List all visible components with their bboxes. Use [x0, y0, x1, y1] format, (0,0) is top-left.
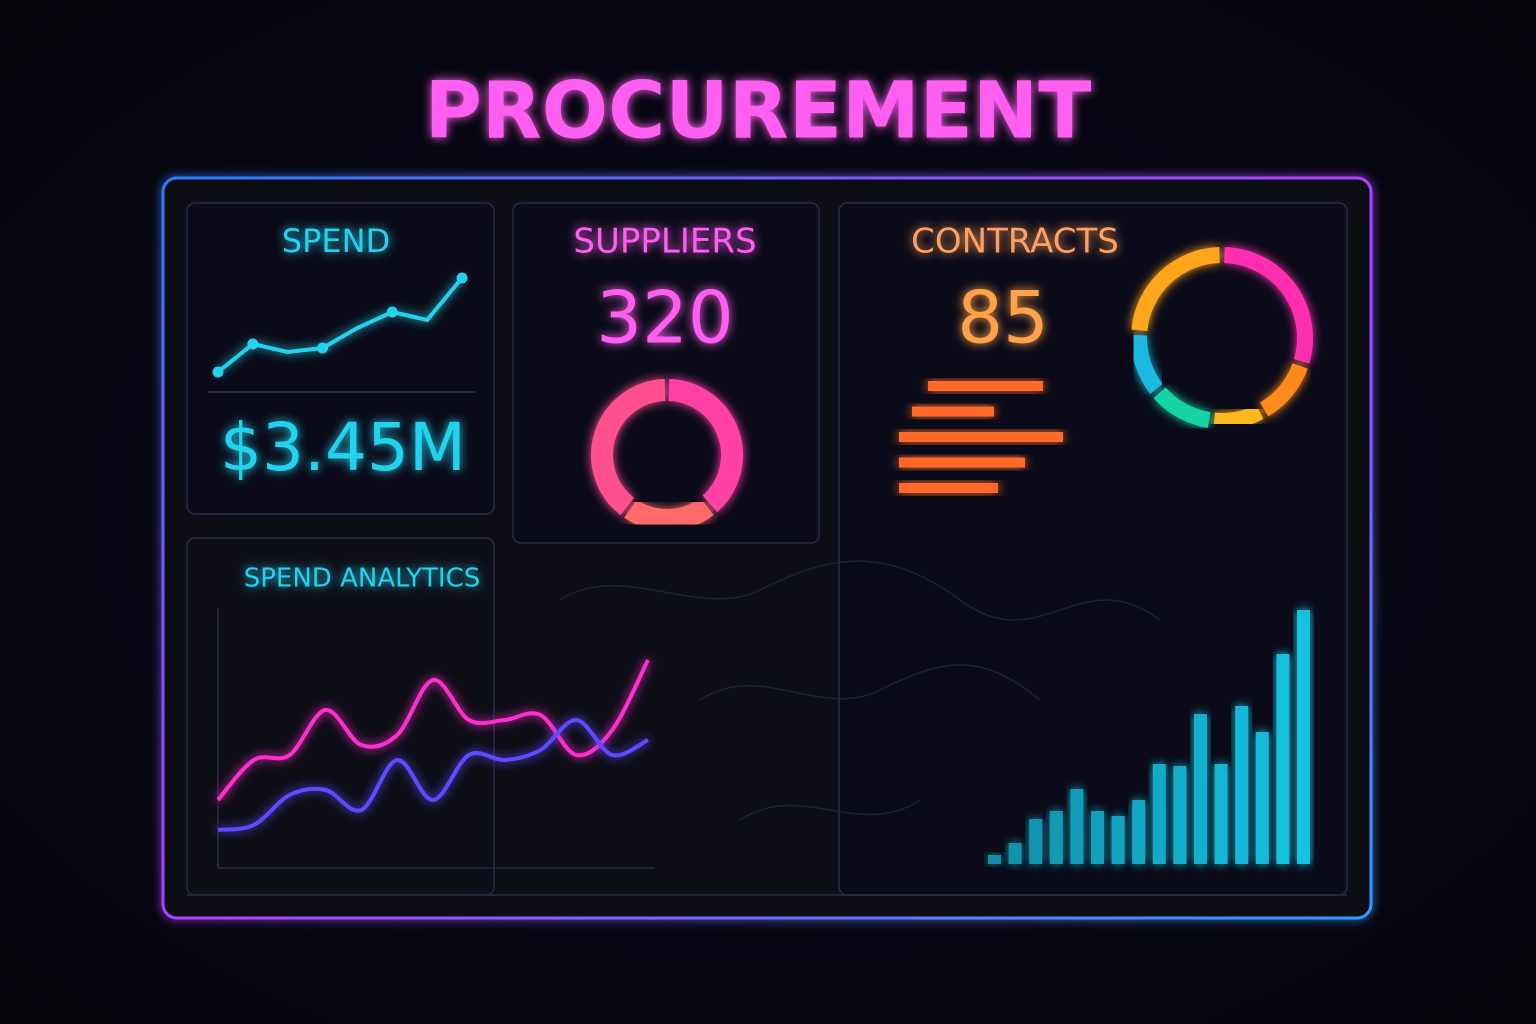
bar	[1152, 764, 1166, 864]
hbar	[928, 381, 1043, 391]
analytics-line	[217, 718, 649, 832]
bar	[1111, 816, 1125, 864]
trend-point	[386, 306, 398, 318]
donut-segment	[1259, 363, 1308, 417]
bar	[1173, 766, 1187, 864]
donut-segment	[1213, 404, 1264, 429]
trend-point	[317, 342, 329, 354]
kpi-value: 320	[596, 276, 733, 360]
bar	[1255, 732, 1269, 864]
bar	[1194, 714, 1207, 864]
hbar	[899, 457, 1025, 468]
card-label: CONTRACTS	[911, 222, 1119, 262]
card-label: SPEND ANALYTICS	[244, 564, 481, 594]
bar	[1029, 819, 1043, 864]
bar	[988, 855, 1001, 864]
bar	[1235, 706, 1249, 864]
bar	[1008, 843, 1022, 864]
bar	[1049, 811, 1063, 864]
map-outline	[559, 560, 1161, 821]
donut-segment	[1224, 247, 1313, 364]
donut-segment	[624, 497, 714, 531]
trend-point	[456, 272, 468, 284]
trend-point	[247, 338, 259, 350]
bar	[1091, 811, 1104, 864]
donut-segment	[668, 379, 743, 513]
donut-segment	[1131, 335, 1163, 394]
kpi-value: $3.45M	[220, 409, 466, 486]
donut-segment	[591, 379, 666, 516]
bar	[1070, 789, 1084, 864]
bar	[1297, 610, 1310, 864]
spend-card	[186, 202, 495, 515]
bar	[1276, 654, 1290, 864]
trend-line	[216, 276, 464, 374]
card-label: SUPPLIERS	[573, 222, 756, 262]
page-title: PROCUREMENT	[425, 66, 1092, 156]
hbar	[899, 483, 998, 493]
contracts-card	[838, 202, 1348, 896]
card-label: SPEND	[282, 222, 390, 260]
analytics-line	[216, 659, 650, 802]
hbar	[912, 406, 994, 417]
donut-segment	[1131, 247, 1220, 332]
bar	[1132, 800, 1146, 864]
trend-point	[212, 366, 224, 378]
bar	[1214, 764, 1228, 864]
donut-segment	[1153, 387, 1211, 428]
hbar	[899, 432, 1063, 442]
kpi-value: 85	[957, 276, 1049, 360]
